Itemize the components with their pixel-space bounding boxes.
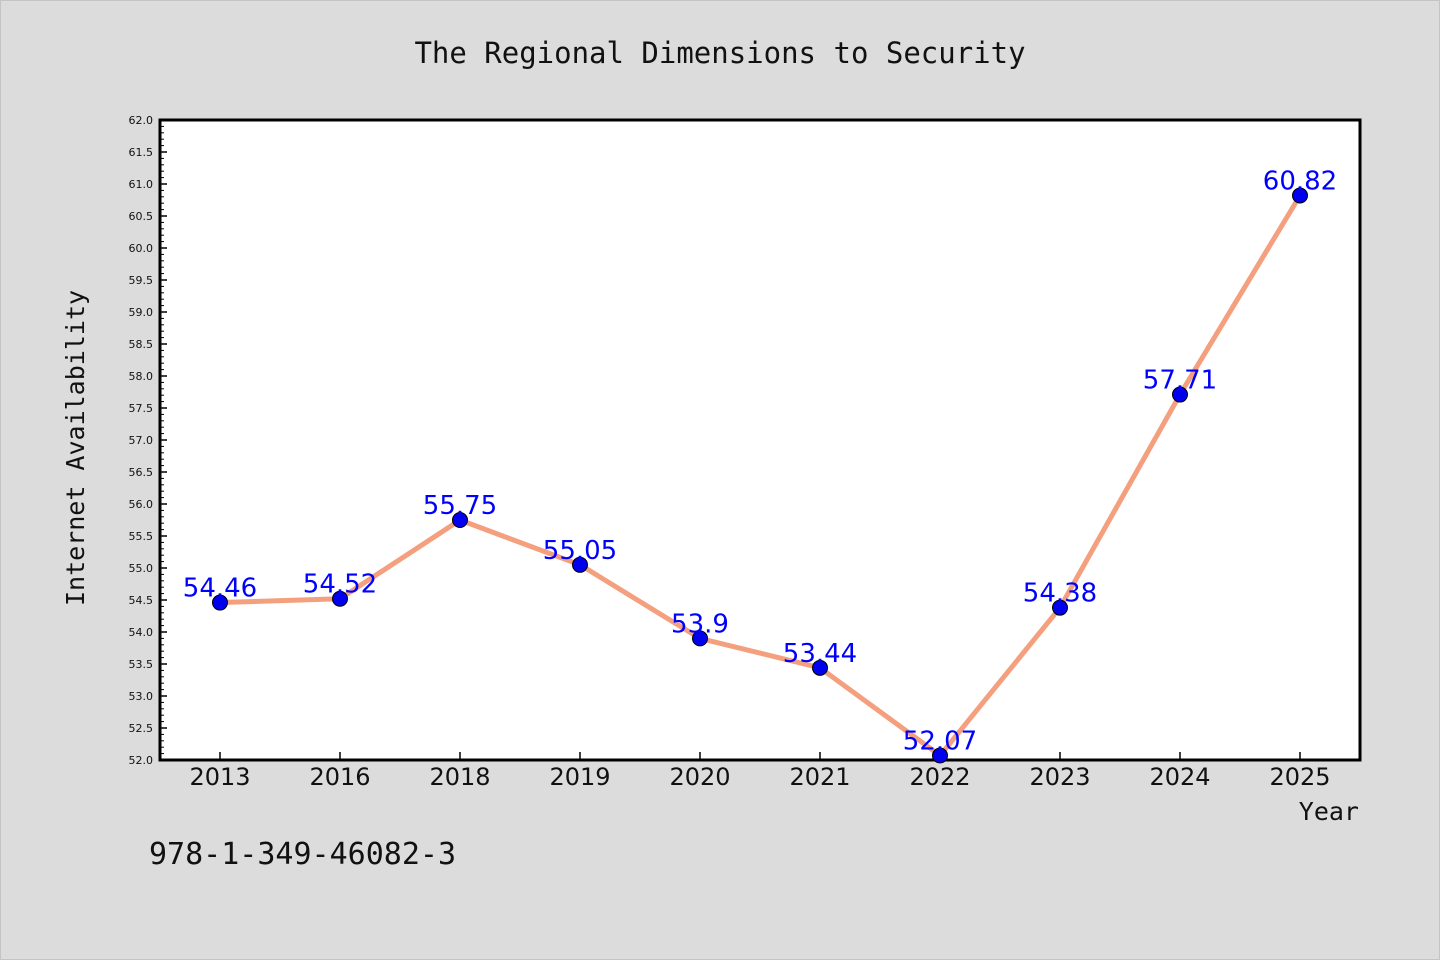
x-tick-label: 2013 <box>189 763 250 791</box>
y-tick-label: 61.0 <box>129 178 154 191</box>
x-tick-label: 2022 <box>909 763 970 791</box>
y-tick-label: 58.5 <box>129 338 154 351</box>
y-tick-label: 60.5 <box>129 210 154 223</box>
x-tick-label: 2018 <box>429 763 490 791</box>
data-label: 54.52 <box>303 570 377 600</box>
x-tick-label: 2020 <box>669 763 730 791</box>
y-tick-label: 60.0 <box>129 242 154 255</box>
data-point <box>812 659 828 676</box>
x-tick-label: 2024 <box>1149 763 1210 791</box>
data-point <box>1052 599 1068 616</box>
y-tick-label: 58.0 <box>129 370 154 383</box>
y-tick-label: 55.5 <box>129 530 154 543</box>
series <box>212 187 1308 764</box>
y-tick-label: 53.0 <box>129 690 154 703</box>
chart-title: The Regional Dimensions to Security <box>414 36 1025 70</box>
data-label: 53.44 <box>783 639 857 669</box>
x-axis-label: Year <box>1299 797 1359 826</box>
y-tick-label: 55.0 <box>129 562 154 575</box>
y-tick-label: 52.5 <box>129 722 154 735</box>
y-tick-label: 61.5 <box>129 146 154 159</box>
x-axis: 2013 2016 2018 2019 2020 2021 2022 2023 2024 2025 <box>189 752 1331 791</box>
data-point <box>452 512 468 528</box>
y-tick-label: 52.0 <box>129 754 154 767</box>
data-label: 55.75 <box>423 491 497 521</box>
x-tick-label: 2019 <box>549 763 610 791</box>
data-label: 54.38 <box>1023 579 1097 609</box>
y-tick-label: 54.5 <box>129 594 154 607</box>
data-label: 55.05 <box>543 536 617 566</box>
y-tick-label: 59.5 <box>129 274 154 287</box>
y-tick-label: 56.0 <box>129 498 154 511</box>
data-label: 53.9 <box>671 609 729 639</box>
data-point <box>572 556 588 573</box>
data-label: 60.82 <box>1263 167 1337 197</box>
y-tick-label: 59.0 <box>129 306 154 319</box>
data-label: 54.46 <box>183 574 257 604</box>
data-point <box>932 747 948 764</box>
y-tick-label: 53.5 <box>129 658 154 671</box>
data-label: 57.71 <box>1143 366 1217 396</box>
y-tick-label: 62.0 <box>129 114 154 127</box>
series-line <box>217 193 1303 759</box>
x-tick-label: 2021 <box>789 763 850 791</box>
y-tick-label: 54.0 <box>129 626 154 639</box>
plot-area <box>158 118 1362 762</box>
data-point <box>332 590 348 607</box>
y-tick-label: 57.0 <box>129 434 154 447</box>
data-point <box>692 630 708 647</box>
data-labels: 54.46 54.52 55.75 55.05 53.9 53.44 52.07 54.38 5… <box>183 167 1337 757</box>
isbn-annotation: 978-1-349-46082-3 <box>149 837 456 872</box>
y-tick-label: 57.5 <box>129 402 154 415</box>
data-point <box>1172 386 1188 403</box>
data-label: 52.07 <box>903 727 977 757</box>
y-axis-label: Internet Availability <box>61 290 90 606</box>
data-point <box>1292 187 1308 204</box>
y-axis: 52.0 52.5 53.0 53.5 54.0 54.5 55.0 55.5 56.0 56.5… <box>129 114 167 767</box>
data-point <box>212 594 228 611</box>
x-tick-label: 2016 <box>309 763 370 791</box>
y-tick-label: 56.5 <box>129 466 154 479</box>
x-tick-label: 2023 <box>1029 763 1090 791</box>
x-tick-label: 2025 <box>1269 763 1330 791</box>
